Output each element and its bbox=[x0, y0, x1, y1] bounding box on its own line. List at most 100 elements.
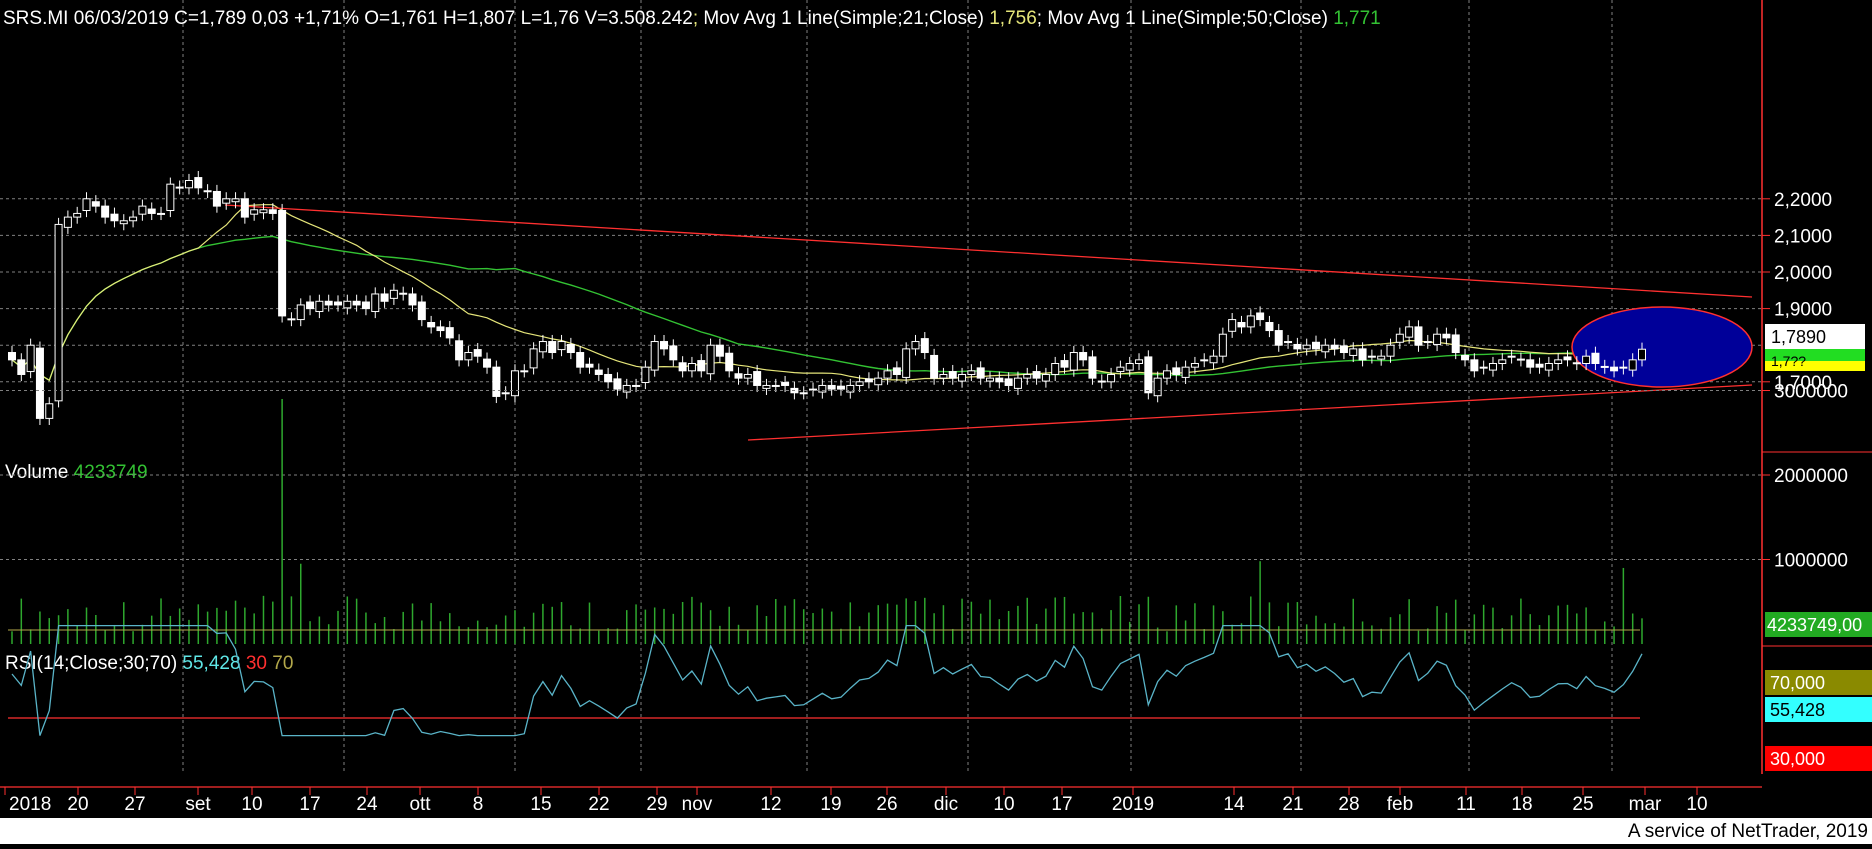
x-tick-label: set bbox=[185, 794, 211, 815]
candle-body bbox=[1097, 380, 1106, 383]
x-tick-label: 20 bbox=[67, 794, 88, 815]
candle-body bbox=[799, 392, 808, 395]
candle-body bbox=[1190, 363, 1199, 368]
price-tick-label: 1,7000 bbox=[1774, 373, 1832, 394]
x-tick-label: 25 bbox=[1572, 794, 1593, 815]
candle-body bbox=[1051, 363, 1060, 375]
candle-body bbox=[1256, 312, 1265, 321]
candle-body bbox=[119, 220, 128, 225]
candle-body bbox=[650, 341, 659, 371]
candle-body bbox=[576, 352, 585, 368]
rsi-value-badge-text: 55,428 bbox=[1770, 700, 1825, 720]
candle-body bbox=[1414, 326, 1423, 346]
candle-body bbox=[641, 366, 650, 384]
volume-last-badge bbox=[1765, 612, 1872, 637]
candle-body bbox=[1135, 359, 1144, 364]
candle-body bbox=[91, 201, 100, 207]
candle-body bbox=[389, 289, 398, 299]
candle-body bbox=[725, 352, 734, 372]
candle-body bbox=[1041, 373, 1050, 382]
candle-body bbox=[594, 369, 603, 375]
candle-body bbox=[715, 344, 724, 357]
candle-body bbox=[1116, 366, 1125, 373]
candle-body bbox=[687, 363, 696, 372]
candle-body bbox=[82, 198, 91, 212]
candle-body bbox=[986, 377, 994, 382]
candle-body bbox=[1107, 373, 1116, 383]
candle-body bbox=[63, 216, 72, 228]
close-price-badge-text: 1,7890 bbox=[1771, 327, 1826, 347]
highlight-ellipse bbox=[1571, 306, 1753, 388]
candle-body bbox=[1200, 359, 1209, 362]
candle-body bbox=[1153, 377, 1162, 397]
candle-body bbox=[529, 348, 538, 369]
candle-body bbox=[864, 378, 873, 383]
candle-body bbox=[1600, 365, 1609, 368]
candle-body bbox=[1181, 366, 1190, 378]
candle-body bbox=[371, 293, 380, 313]
candle-body bbox=[1516, 358, 1525, 361]
candle-body bbox=[1339, 345, 1348, 354]
candle-body bbox=[147, 208, 156, 214]
candle-body bbox=[436, 326, 445, 332]
candle-body bbox=[380, 293, 389, 302]
candle-body bbox=[892, 367, 901, 375]
candle-body bbox=[231, 198, 240, 203]
candle-body bbox=[809, 388, 818, 391]
candle-body bbox=[166, 183, 175, 212]
candle-body bbox=[855, 381, 864, 386]
candle-body bbox=[1284, 341, 1293, 344]
candle-body bbox=[1265, 322, 1274, 332]
ma50-line bbox=[11, 235, 1643, 382]
candle-body bbox=[1274, 330, 1283, 346]
candle-body bbox=[669, 345, 678, 361]
rsi-value-badge bbox=[1765, 697, 1872, 722]
candle-body bbox=[1060, 360, 1069, 368]
candle-body bbox=[1488, 363, 1497, 371]
candle-body bbox=[930, 354, 939, 379]
candle-body bbox=[1554, 359, 1563, 364]
candle-body bbox=[184, 180, 193, 189]
candle-body bbox=[324, 300, 333, 306]
x-tick-label: 10 bbox=[993, 794, 1014, 815]
x-tick-label: 28 bbox=[1338, 794, 1359, 815]
candle-body bbox=[8, 352, 16, 361]
candle-body bbox=[268, 209, 277, 214]
header-legend: SRS.MI 06/03/2019 C=1,789 0,03 +1,71% O=… bbox=[3, 8, 1381, 29]
candle-body bbox=[427, 322, 436, 328]
candle-body bbox=[743, 373, 752, 379]
price-tick-label: 1,9000 bbox=[1774, 300, 1832, 321]
candle-body bbox=[753, 371, 762, 386]
candle-body bbox=[1013, 377, 1022, 389]
candle-body bbox=[417, 301, 426, 321]
candle-body bbox=[557, 341, 566, 351]
candle-body bbox=[54, 223, 63, 402]
candle-body bbox=[1610, 366, 1619, 372]
candle-body bbox=[883, 370, 892, 379]
candle-body bbox=[1479, 366, 1488, 369]
candle-body bbox=[110, 213, 119, 222]
candle-body bbox=[604, 373, 613, 383]
rsi-low-badge bbox=[1765, 746, 1872, 771]
volume-tick-label: 2000000 bbox=[1774, 466, 1848, 487]
candle-body bbox=[538, 341, 547, 353]
x-tick-label: 17 bbox=[299, 794, 320, 815]
footer-bar: A service of NetTrader, 2019 bbox=[0, 818, 1872, 844]
candle-body bbox=[548, 341, 557, 354]
candle-body bbox=[1218, 333, 1227, 357]
candle-body bbox=[920, 338, 929, 354]
candle-body bbox=[1312, 341, 1320, 350]
candle-body bbox=[1377, 355, 1386, 360]
candle-body bbox=[278, 210, 287, 317]
ma-badge-text: 1,7?? bbox=[1771, 353, 1806, 369]
candle-body bbox=[352, 300, 361, 306]
x-tick-label: 2018 bbox=[9, 794, 51, 815]
x-tick-label: 26 bbox=[876, 794, 897, 815]
price-tick-label: 2,2000 bbox=[1774, 190, 1832, 211]
x-tick-label: 19 bbox=[820, 794, 841, 815]
resistance-trendline bbox=[224, 204, 1753, 298]
candle-body bbox=[492, 366, 501, 397]
candle-body bbox=[138, 205, 147, 215]
rsi-high-badge-text: 70,000 bbox=[1770, 673, 1825, 693]
